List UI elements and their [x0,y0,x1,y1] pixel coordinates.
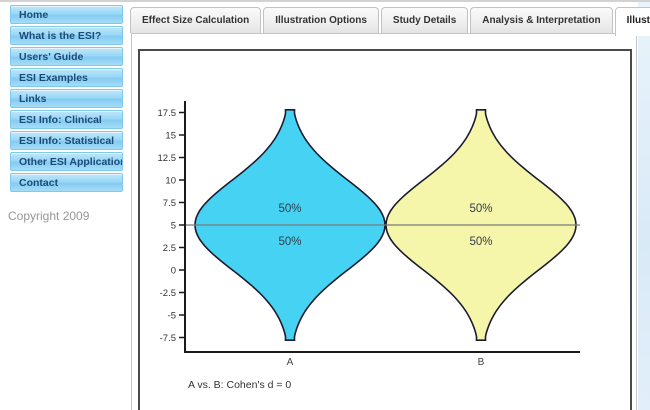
sidebar-item-other-esi-applications[interactable]: Other ESI Applications [10,152,123,171]
y-tick-label: -5 [168,311,176,322]
violin-b-lower-label: 50% [469,236,492,248]
tab-bar: Effect Size Calculation Illustration Opt… [130,7,650,36]
sidebar-item-home[interactable]: Home [10,5,123,24]
tab-effect-size-calculation[interactable]: Effect Size Calculation [130,7,262,33]
y-tick-label: 7.5 [163,198,176,209]
y-tick-label: 10 [165,176,176,187]
x-category-label-b: B [478,357,485,368]
page-right-gutter [638,2,650,410]
sidebar-item-users-guide[interactable]: Users' Guide [10,47,123,66]
sidebar-item-esi-examples[interactable]: ESI Examples [10,68,123,87]
sidebar-item-what-is-the-esi[interactable]: What is the ESI? [10,26,123,45]
sidebar-item-links[interactable]: Links [10,89,123,108]
top-divider [0,0,650,2]
y-tick-label: 17.5 [158,108,177,119]
illustration-panel: 17.5 15 12.5 10 7.5 5 2.5 0 -2.5 -5 -7.5 50% 50% A 50%… [131,33,637,410]
chart-caption: A vs. B: Cohen's d = 0 [188,379,292,391]
tab-analysis-interpretation[interactable]: Analysis & Interpretation [470,7,613,33]
tab-illustration[interactable]: Illustration [614,7,650,36]
y-tick-label: 0 [171,266,176,277]
y-tick-label: 12.5 [158,153,177,164]
sidebar-item-contact[interactable]: Contact [10,173,123,192]
sidebar: Home What is the ESI? Users' Guide ESI E… [8,5,126,223]
tab-study-details[interactable]: Study Details [380,7,469,33]
x-category-label-a: A [287,357,294,368]
copyright-text: Copyright 2009 [8,209,90,223]
violin-a-lower-label: 50% [278,236,301,248]
violin-chart-frame: 17.5 15 12.5 10 7.5 5 2.5 0 -2.5 -5 -7.5 50% 50% A 50%… [138,49,632,410]
violin-a-upper-label: 50% [278,203,301,215]
tab-illustration-options[interactable]: Illustration Options [263,7,379,33]
y-tick-label: 5 [171,221,176,232]
violin-b-upper-label: 50% [469,203,492,215]
y-tick-label: -2.5 [160,288,176,299]
y-tick-label: 2.5 [163,243,176,254]
sidebar-item-esi-info-clinical[interactable]: ESI Info: Clinical [10,110,123,129]
y-tick-label: -7.5 [160,333,176,344]
violin-chart: 17.5 15 12.5 10 7.5 5 2.5 0 -2.5 -5 -7.5 50% 50% A 50%… [158,101,580,368]
sidebar-item-esi-info-statistical[interactable]: ESI Info: Statistical [10,131,123,150]
y-tick-label: 15 [165,131,176,142]
